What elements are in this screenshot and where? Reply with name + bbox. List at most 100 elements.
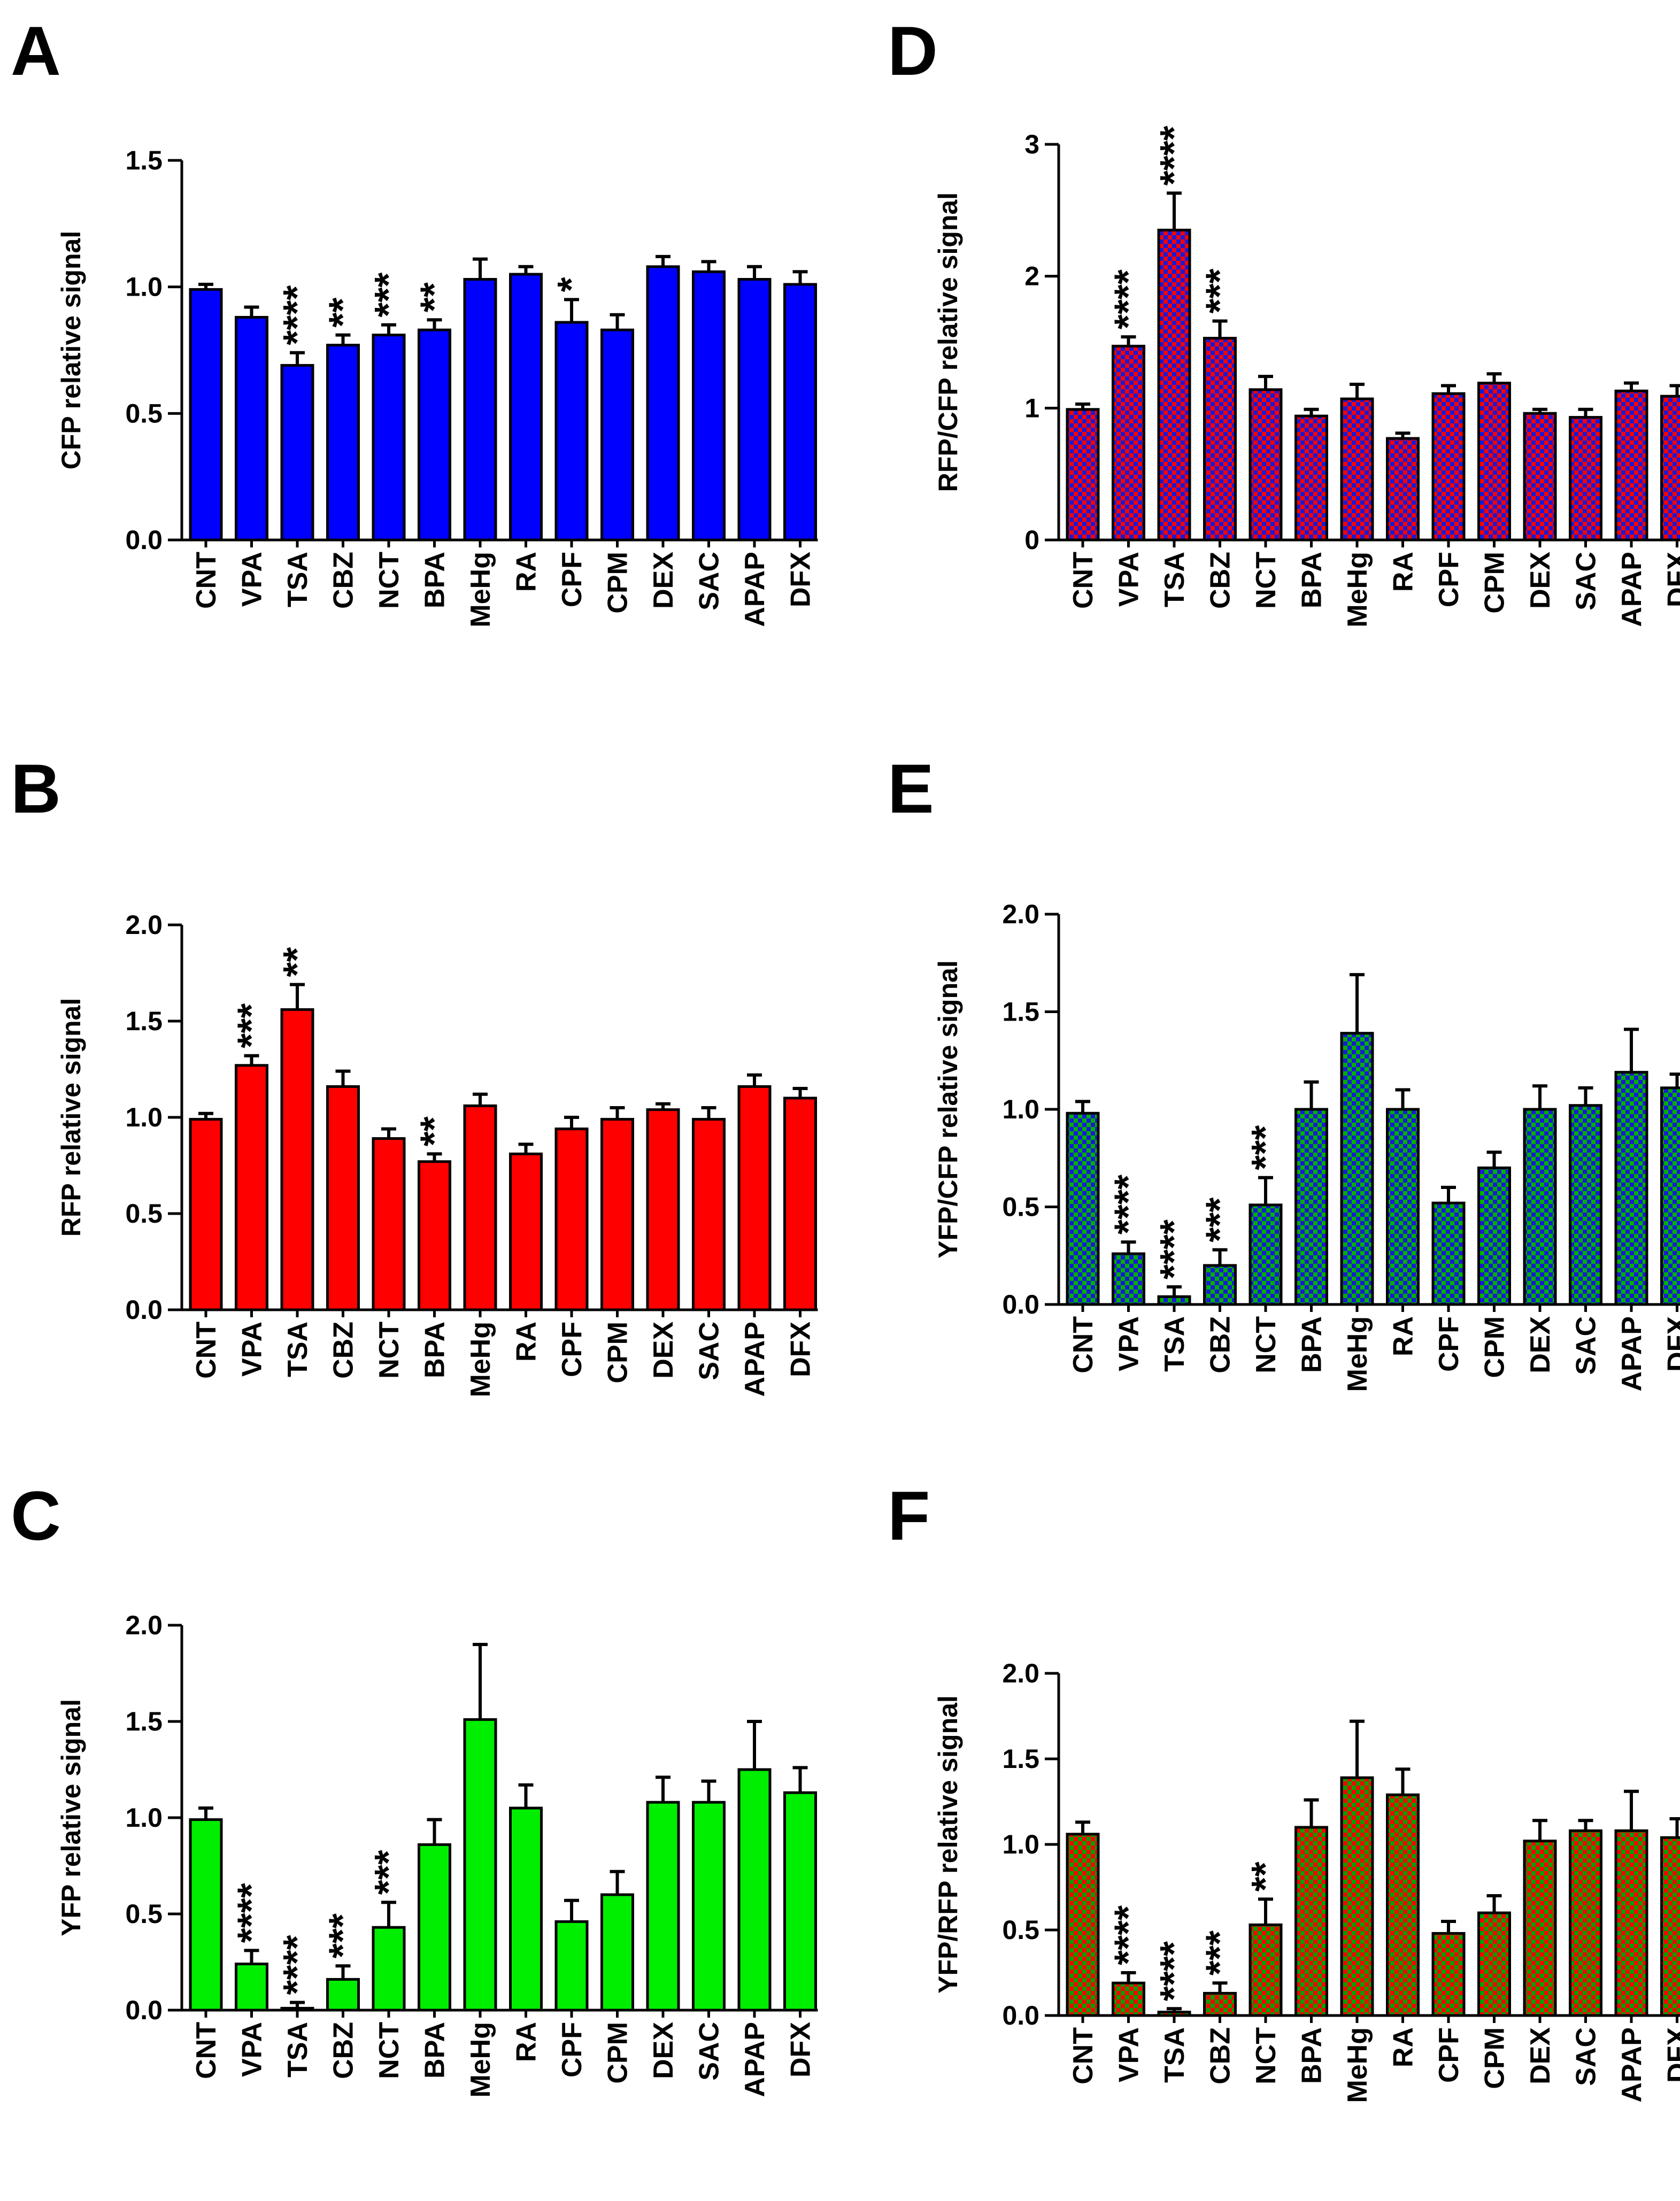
x-tick-label: DFX [1662,2027,1680,2083]
x-tick-label: SAC [694,1322,725,1380]
bar-cpf [1431,392,1466,542]
bar-vpa [1112,1252,1145,1306]
panel-label: A [11,12,61,90]
x-tick-label: CPF [1434,552,1465,607]
bar-cpm [600,328,634,542]
x-tick-label: BPA [420,552,451,608]
x-tick-label: CNT [1068,552,1099,609]
y-tick-label: 0.0 [125,1295,163,1325]
bar-cnt [1066,1833,1100,2017]
bar-mehg [1340,1776,1374,2017]
y-tick-label: 1.5 [1002,997,1039,1027]
panel-label: F [888,1477,930,1555]
bar-cbz [1203,337,1237,542]
x-tick-label: CPF [557,2022,588,2078]
x-tick-label: SAC [1571,2027,1602,2086]
bar-dex [646,265,680,542]
chart-svg: YFP/RFP relative signal CNT **** VPA **** TSA… [933,1658,1680,2103]
bar-cbz [326,344,360,542]
bar-dex [646,1108,680,1311]
x-tick-label: DFX [785,1322,816,1377]
bar-cpm [1477,1911,1511,2017]
bar-ra [509,1806,543,2012]
x-tick-label: MeHg [1342,1316,1373,1392]
x-tick-label: RA [1388,2027,1419,2067]
bar-cpf [554,1920,589,2012]
x-tick-label: RA [511,1322,542,1362]
x-tick-label: CNT [191,552,222,609]
x-tick-label: VPA [237,552,268,607]
bar-apap [1614,389,1648,542]
significance-marker: **** [230,1883,273,1943]
y-tick-label: 1.0 [1002,1829,1039,1859]
bar-mehg [1340,1032,1374,1306]
x-tick-label: CBZ [328,2022,359,2079]
x-tick-label: CBZ [328,1322,359,1379]
bar-mehg [1340,397,1374,542]
bar-cnt [189,288,223,542]
bar-cpf [554,1127,589,1311]
panel-e: E YFP/CFP relative signal CNT **** VPA **** T… [877,738,1680,1470]
y-tick-label: 0 [1024,525,1039,555]
y-axis-label: YFP/RFP relative signal [933,1695,963,1994]
significance-marker: **** [276,1935,319,1995]
bar-bpa [1294,1108,1328,1306]
chart-svg: YFP relative signal CNT **** VPA **** TSA *** C… [56,1610,818,2098]
x-tick-label: VPA [1114,1316,1145,1371]
x-tick-label: VPA [237,2022,268,2077]
bar-vpa [1112,344,1145,542]
chart-svg: RFP/CFP relative signal CNT **** VPA **** TSA… [933,126,1680,628]
x-tick-label: NCT [1251,552,1282,609]
x-tick-label: DEX [648,2022,679,2079]
bar-apap [1614,1829,1648,2017]
y-tick-label: 2.0 [1002,899,1039,929]
significance-marker: *** [1244,1125,1287,1170]
x-tick-label: CPM [1479,1316,1511,1378]
bar-sac [1569,416,1602,542]
bar-mehg [463,1104,497,1311]
y-axis-label: RFP relative signal [56,998,86,1237]
bar-dfx [783,1096,817,1311]
significance-marker: ** [322,298,365,328]
y-tick-label: 2.0 [125,910,163,940]
significance-marker: **** [1107,269,1150,329]
x-tick-label: RA [1388,1316,1419,1356]
bar-ra [1386,437,1420,542]
bar-bpa [1294,414,1328,542]
x-tick-label: DEX [1525,2027,1556,2084]
x-tick-label: CNT [1068,2027,1099,2084]
bar-sac [692,1118,726,1311]
significance-marker: *** [367,273,410,318]
y-tick-label: 0.0 [125,525,163,555]
significance-marker: ** [276,947,319,977]
y-tick-label: 2.0 [1002,1658,1039,1688]
x-tick-label: APAP [739,2022,770,2097]
panel-d: D RFP/CFP relative signal CNT **** VPA **** T… [877,0,1680,732]
y-tick-label: 1.5 [125,1706,163,1736]
y-tick-label: 1.0 [125,272,163,302]
bar-cpm [1477,1167,1511,1306]
y-axis-label: YFP relative signal [56,1699,86,1936]
x-tick-label: CBZ [1205,1316,1236,1373]
y-tick-label: 1.5 [1002,1744,1039,1774]
x-tick-label: CBZ [1205,2027,1236,2084]
y-tick-label: 3 [1024,129,1039,159]
bar-apap [1614,1071,1648,1306]
x-tick-label: DFX [785,2022,816,2078]
x-tick-label: CPF [1434,1316,1465,1372]
x-tick-label: RA [1388,552,1419,592]
bar-dex [1523,1840,1557,2017]
significance-marker: * [550,277,593,292]
x-tick-label: DFX [785,552,816,607]
panel-f: F YFP/RFP relative signal CNT **** VPA **** T… [877,1465,1680,2197]
x-tick-label: DEX [1525,1316,1556,1373]
x-tick-label: VPA [237,1322,268,1377]
y-tick-label: 1.0 [125,1102,163,1132]
bar-vpa [235,315,268,542]
bar-cpf [1431,1201,1466,1306]
y-tick-label: 0.5 [125,398,163,428]
bar-nct [372,1137,406,1311]
x-tick-label: CBZ [1205,552,1236,609]
y-tick-label: 1.5 [125,145,163,175]
x-tick-label: CPM [603,552,634,614]
